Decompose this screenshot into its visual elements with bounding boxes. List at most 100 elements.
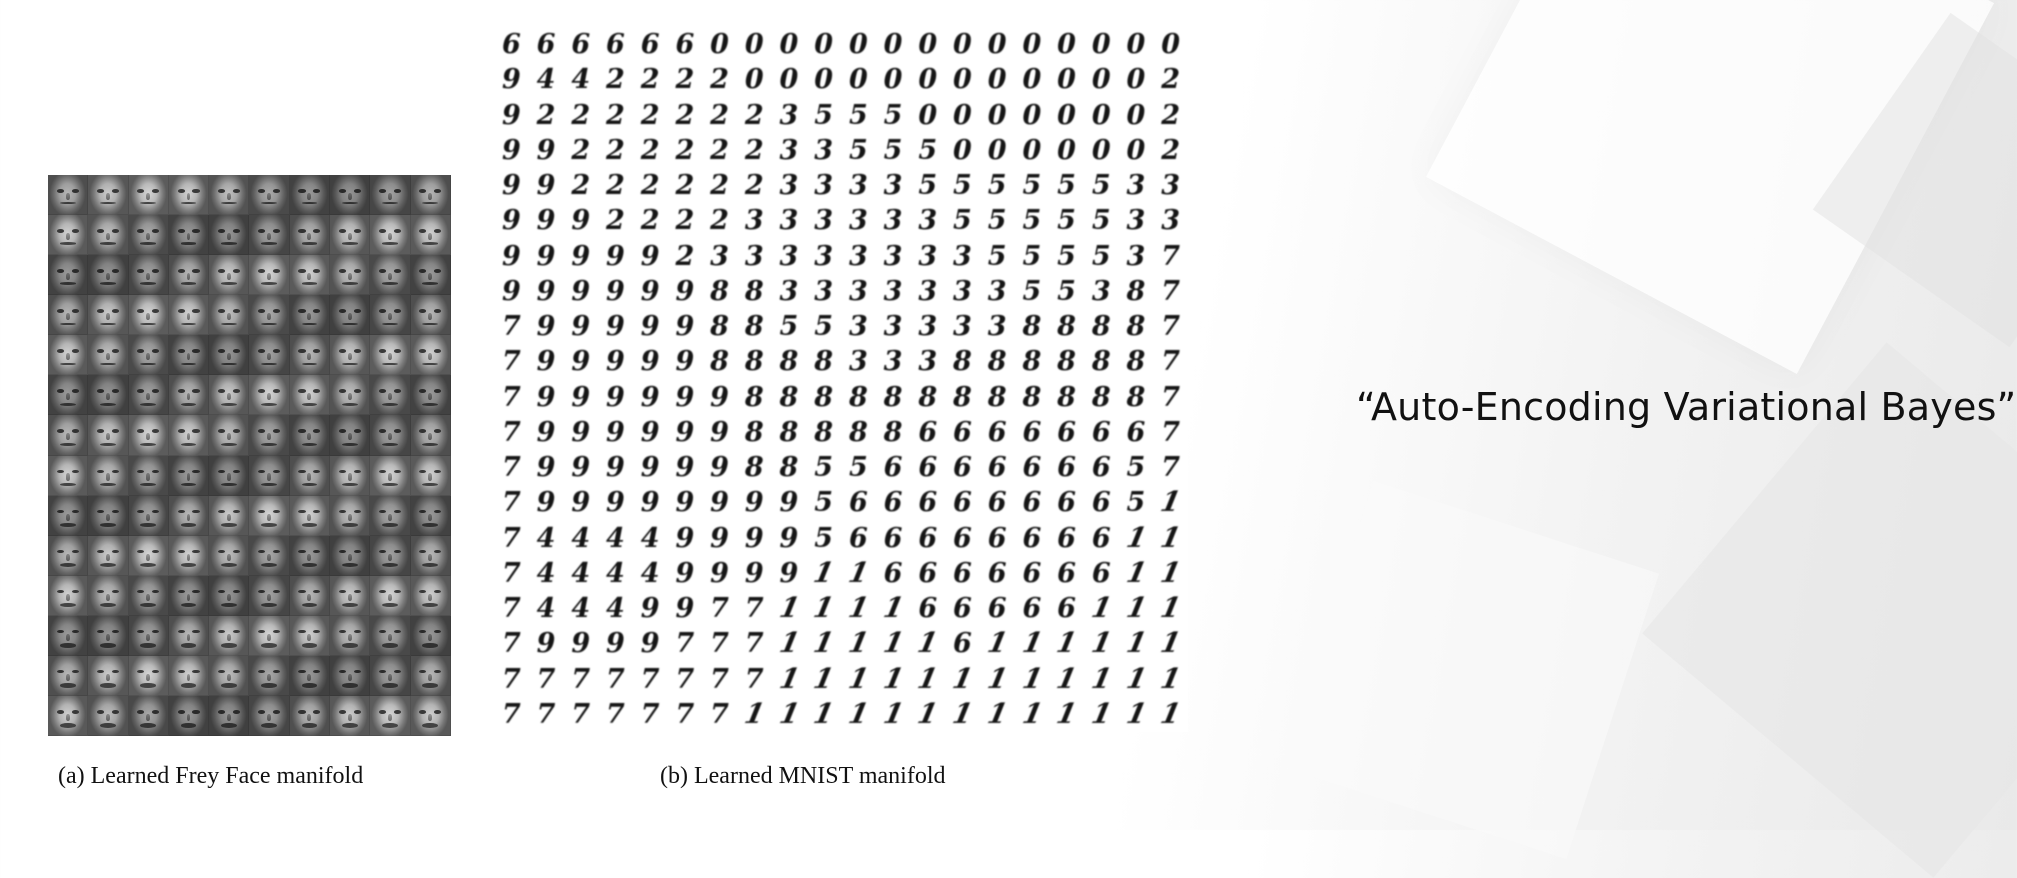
mnist-digit: 0 bbox=[1091, 134, 1111, 166]
face-thumbnail bbox=[289, 495, 331, 536]
face-thumbnail bbox=[289, 575, 331, 616]
face-eye bbox=[338, 349, 346, 353]
face-eye bbox=[177, 229, 185, 233]
face-eye bbox=[152, 669, 160, 674]
mnist-digit: 3 bbox=[918, 240, 938, 272]
face-eye bbox=[393, 309, 402, 313]
face-thumbnail bbox=[48, 295, 89, 336]
face-thumbnail bbox=[289, 375, 331, 416]
face-mouth bbox=[59, 322, 76, 326]
face-eye bbox=[258, 509, 266, 514]
mnist-digit: 2 bbox=[744, 99, 764, 131]
face-thumbnail bbox=[370, 295, 411, 336]
caption-mnist: (b) Learned MNIST manifold bbox=[660, 763, 946, 789]
face-nose bbox=[65, 553, 70, 561]
mnist-digit: 9 bbox=[779, 522, 799, 554]
mnist-digit: 8 bbox=[953, 346, 972, 378]
face-mouth bbox=[341, 322, 358, 326]
face-mouth bbox=[422, 402, 439, 406]
face-thumbnail bbox=[209, 455, 250, 496]
face-mouth bbox=[180, 482, 197, 487]
face-eye bbox=[192, 589, 200, 594]
face-eye bbox=[353, 509, 361, 514]
face-mouth bbox=[59, 723, 76, 729]
face-mouth bbox=[261, 362, 277, 366]
face-eye bbox=[71, 309, 79, 313]
mnist-digit: 8 bbox=[848, 416, 868, 448]
face-eye bbox=[379, 229, 387, 233]
mnist-digit: 8 bbox=[744, 311, 764, 343]
face-eye bbox=[71, 229, 79, 233]
face-eye bbox=[258, 309, 266, 313]
mnist-digit: 8 bbox=[883, 381, 903, 413]
face-eye bbox=[258, 389, 266, 393]
face-eye bbox=[419, 669, 427, 674]
mnist-digit: 3 bbox=[814, 134, 834, 166]
face-nose bbox=[65, 673, 70, 681]
face-mouth bbox=[180, 643, 197, 648]
mnist-digit: 3 bbox=[848, 275, 868, 307]
face-eye bbox=[419, 709, 427, 714]
face-mouth bbox=[382, 643, 398, 648]
face-thumbnail bbox=[410, 415, 451, 456]
face-eye bbox=[192, 389, 200, 393]
face-mouth bbox=[180, 402, 197, 406]
face-eye bbox=[56, 709, 64, 714]
mnist-digit: 0 bbox=[848, 29, 868, 61]
face-eye bbox=[111, 469, 119, 474]
face-mouth bbox=[341, 643, 358, 648]
mnist-digit: 4 bbox=[571, 64, 591, 96]
face-mouth bbox=[422, 723, 439, 729]
mnist-digit: 9 bbox=[779, 557, 799, 589]
mnist-digit: 0 bbox=[1057, 29, 1076, 61]
face-eye bbox=[298, 269, 306, 273]
face-mouth bbox=[59, 643, 76, 648]
face-thumbnail bbox=[209, 215, 250, 256]
face-thumbnail bbox=[410, 655, 451, 696]
face-nose bbox=[226, 673, 231, 681]
mnist-digit: 0 bbox=[953, 64, 972, 96]
mnist-digit: 2 bbox=[536, 99, 556, 131]
mnist-digit: 2 bbox=[1161, 64, 1181, 96]
face-thumbnail bbox=[249, 495, 290, 536]
face-thumbnail bbox=[48, 575, 89, 616]
face-thumbnail bbox=[370, 175, 411, 216]
face-eye bbox=[96, 509, 104, 514]
mnist-digit: 3 bbox=[953, 240, 972, 272]
mnist-digit: 5 bbox=[848, 134, 868, 166]
face-thumbnail bbox=[128, 655, 169, 696]
face-eye bbox=[313, 309, 321, 313]
face-eye bbox=[353, 269, 361, 273]
mnist-digit: 2 bbox=[571, 134, 591, 166]
mnist-digit: 9 bbox=[606, 311, 625, 343]
face-mouth bbox=[382, 282, 398, 285]
face-thumbnail bbox=[330, 575, 371, 616]
mnist-digit: 6 bbox=[1057, 557, 1076, 589]
face-thumbnail bbox=[168, 415, 210, 456]
face-eye bbox=[273, 429, 281, 433]
mnist-digit: 9 bbox=[710, 522, 729, 554]
mnist-digit: 2 bbox=[710, 170, 729, 202]
mnist-digit: 9 bbox=[675, 275, 695, 307]
face-eye bbox=[379, 669, 387, 674]
face-thumbnail bbox=[88, 335, 129, 376]
mnist-digit: 7 bbox=[1161, 240, 1181, 272]
face-eye bbox=[313, 669, 321, 674]
face-nose bbox=[226, 633, 231, 641]
face-eye bbox=[137, 549, 145, 554]
face-thumbnail bbox=[289, 255, 331, 296]
face-nose bbox=[267, 633, 272, 641]
face-eye bbox=[379, 469, 387, 474]
mnist-digit: 0 bbox=[814, 29, 834, 61]
mnist-digit: 5 bbox=[814, 487, 834, 519]
face-eye bbox=[258, 229, 266, 233]
face-eye bbox=[258, 349, 266, 353]
face-mouth bbox=[220, 482, 237, 487]
face-thumbnail bbox=[289, 335, 331, 376]
mnist-digit: 8 bbox=[779, 416, 799, 448]
mnist-digit: 9 bbox=[710, 416, 729, 448]
face-thumbnail bbox=[128, 575, 169, 616]
face-eye bbox=[353, 629, 361, 634]
face-thumbnail bbox=[168, 175, 210, 216]
face-nose bbox=[105, 593, 110, 601]
